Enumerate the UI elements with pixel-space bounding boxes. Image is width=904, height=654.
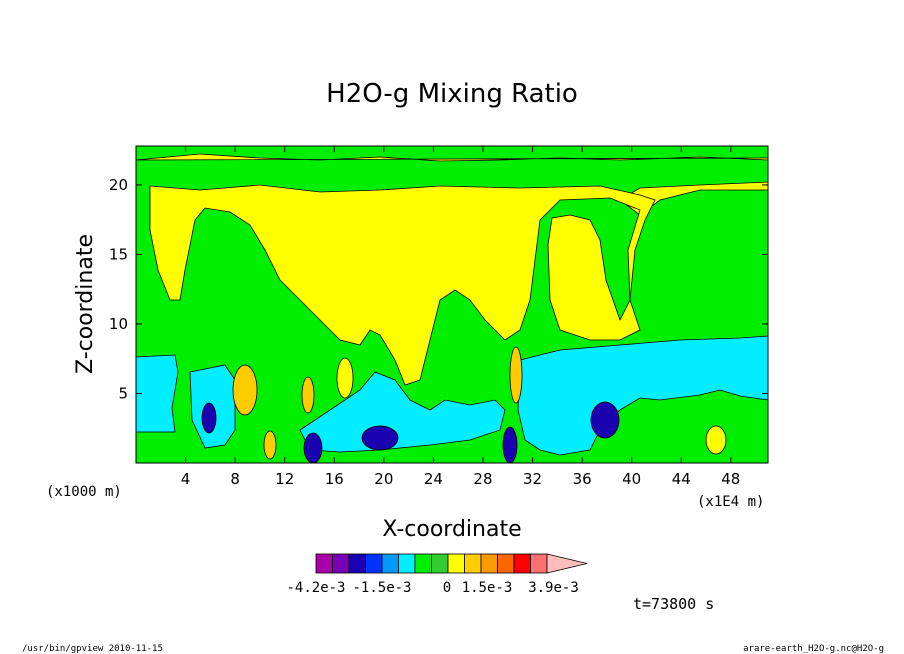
- colorbar-swatch: [315, 553, 333, 574]
- colorbar-swatch: [447, 553, 465, 574]
- colorbar-label: 3.9e-3: [528, 580, 579, 596]
- positive-core: [509, 346, 523, 404]
- footer-right: arare-earth_H2O-g.nc@H2O-g: [743, 644, 884, 654]
- plot-frame: [135, 145, 769, 464]
- contour-field: [136, 146, 768, 463]
- chart-title: H2O-g Mixing Ratio: [326, 79, 578, 109]
- colorbar-swatch: [414, 553, 432, 574]
- negative-core: [201, 402, 217, 434]
- positive-core: [263, 430, 277, 460]
- positive-core: [232, 364, 258, 416]
- y-tick-label: 10: [109, 315, 128, 333]
- colorbar-swatch: [480, 553, 498, 574]
- x-tick-label: 20: [374, 470, 393, 488]
- colorbar-swatch: [530, 553, 548, 574]
- negative-core: [502, 426, 518, 463]
- colorbar-arrow: [546, 553, 588, 574]
- colorbar: [315, 553, 588, 574]
- colorbar-label: 0: [443, 580, 451, 596]
- negative-core: [303, 432, 323, 463]
- colorbar-swatch: [381, 553, 399, 574]
- colorbar-labels: -4.2e-3 -1.5e-3 0 1.5e-3 3.9e-3: [286, 580, 578, 596]
- positive-core: [705, 425, 727, 455]
- y-tick-label: 20: [109, 176, 128, 194]
- upper-moist-region: [136, 153, 768, 216]
- colorbar-label: -4.2e-3: [286, 580, 345, 596]
- colorbar-label: 1.5e-3: [462, 580, 513, 596]
- colorbar-swatch: [365, 553, 383, 574]
- footer-left: /usr/bin/gpview 2010-11-15: [22, 644, 163, 654]
- positive-core: [336, 357, 354, 399]
- positive-core: [301, 376, 315, 414]
- x-tick-label: 36: [573, 470, 592, 488]
- colorbar-swatch: [513, 553, 531, 574]
- mid-negative-band: [299, 371, 506, 453]
- negative-core: [361, 425, 399, 451]
- x-tick-label: 48: [721, 470, 740, 488]
- colorbar-swatch: [464, 553, 482, 574]
- colorbar-swatch: [348, 553, 366, 574]
- x-tick-label: 28: [473, 470, 492, 488]
- y-ticks: 5 10 15 20: [109, 176, 768, 402]
- x-tick-label: 8: [230, 470, 240, 488]
- x-ticks: 4 8 12 16 20 24 28 32 36 40 44 48: [181, 146, 740, 488]
- x-unit-right: (x1E4 m): [697, 494, 764, 510]
- x-tick-label: 16: [325, 470, 344, 488]
- x-tick-label: 24: [424, 470, 443, 488]
- lower-negative-region: [136, 354, 179, 433]
- x-tick-label: 44: [672, 470, 691, 488]
- right-negative-band: [517, 335, 768, 456]
- negative-core: [590, 401, 620, 439]
- y-axis-label: Z-coordinate: [73, 234, 98, 374]
- colorbar-swatch: [497, 553, 515, 574]
- x-tick-label: 32: [523, 470, 542, 488]
- y-tick-label: 15: [109, 245, 128, 263]
- x-tick-label: 12: [275, 470, 294, 488]
- x-tick-label: 4: [181, 470, 191, 488]
- x-tick-label: 40: [622, 470, 641, 488]
- colorbar-swatch: [431, 553, 449, 574]
- x-axis-label: X-coordinate: [382, 517, 521, 542]
- main-moist-plume: [149, 184, 656, 386]
- y-tick-label: 5: [118, 384, 128, 402]
- colorbar-label: -1.5e-3: [352, 580, 411, 596]
- time-label: t=73800 s: [633, 595, 714, 613]
- x-unit-left: (x1000 m): [46, 484, 122, 500]
- colorbar-swatch: [332, 553, 350, 574]
- colorbar-swatch: [398, 553, 416, 574]
